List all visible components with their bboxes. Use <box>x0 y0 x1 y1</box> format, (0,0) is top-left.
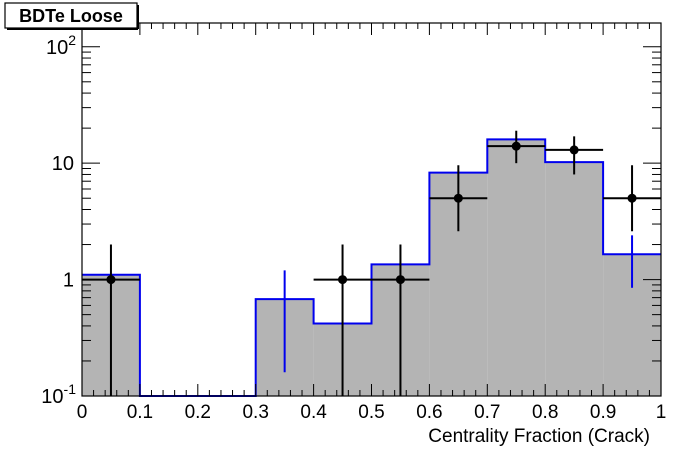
axis-ticks <box>81 23 662 397</box>
x-tick-label: 0.8 <box>532 402 558 423</box>
plot-area <box>82 130 661 397</box>
x-tick-label: 0.1 <box>127 402 153 423</box>
data-point <box>106 275 116 285</box>
x-tick-label: 0 <box>77 402 88 423</box>
y-tick-label: 10 <box>52 153 74 175</box>
chart-title-box: BDTe Loose <box>4 2 139 30</box>
x-tick-label: 0.3 <box>242 402 268 423</box>
data-point <box>453 193 463 203</box>
axis-labels: 0 0.1 0.2 0.3 0.4 0.5 0.6 0.7 0.8 0.9 1 10-1 1 10 102 <box>41 32 666 423</box>
x-tick-label: 0.7 <box>474 402 500 423</box>
data-point <box>627 193 637 203</box>
y-tick-label: 102 <box>46 32 76 59</box>
y-tick-label: 10-1 <box>41 381 76 408</box>
x-tick-label: 0.6 <box>416 402 442 423</box>
chart-title: BDTe Loose <box>19 6 123 26</box>
data-point <box>569 145 579 155</box>
x-tick-label: 0.5 <box>358 402 384 423</box>
x-tick-label: 0.9 <box>590 402 616 423</box>
x-tick-label: 1 <box>656 402 667 423</box>
x-tick-label: 0.4 <box>300 402 327 423</box>
histogram-bar <box>545 162 604 396</box>
data-point <box>395 275 405 285</box>
x-tick-label: 0.2 <box>185 402 211 423</box>
y-tick-label: 1 <box>63 270 74 292</box>
data-point <box>511 141 521 151</box>
histogram-bar <box>487 139 546 397</box>
data-point <box>338 275 348 285</box>
x-axis-label: Centrality Fraction (Crack) <box>428 426 650 447</box>
